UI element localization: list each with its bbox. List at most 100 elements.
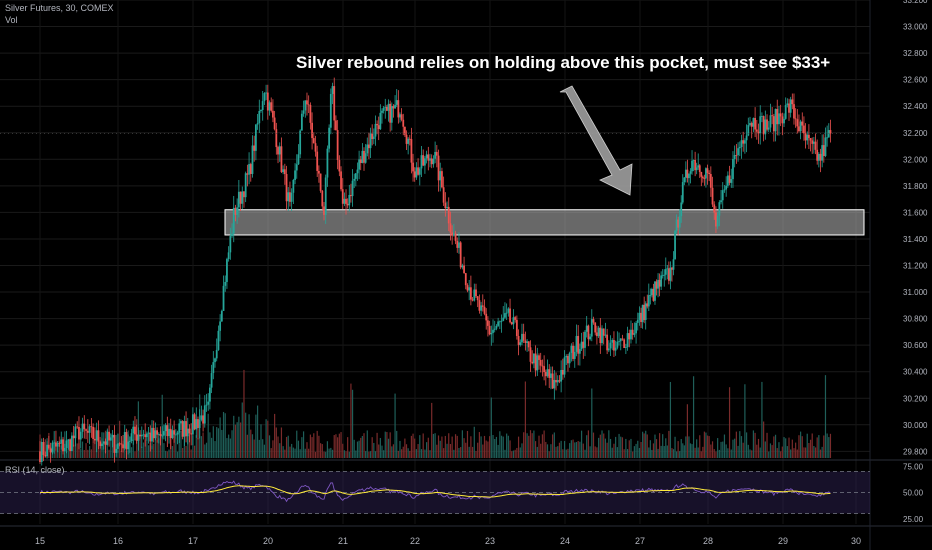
candle-body [60, 439, 63, 444]
volume-bar [258, 439, 260, 458]
candle-body [444, 202, 447, 209]
candle-body [452, 233, 455, 236]
candle-body [536, 355, 539, 371]
candle-body [636, 319, 639, 323]
candle-body [200, 415, 203, 420]
volume-bar [808, 442, 810, 458]
candle-body [219, 321, 222, 331]
volume-bar [572, 439, 574, 458]
candle-body [234, 207, 237, 215]
candle-body [570, 345, 573, 353]
candle-body [442, 187, 445, 203]
volume-bar [599, 434, 601, 458]
volume-bar [351, 389, 354, 458]
candle-body [251, 145, 254, 174]
volume-bar [253, 439, 255, 458]
volume-bar [623, 449, 625, 458]
candle-body [168, 428, 170, 437]
rsi-tick-label: 75.00 [903, 462, 924, 471]
candle-body [190, 433, 193, 435]
candle-body [597, 327, 600, 337]
candle-body [280, 146, 283, 173]
volume-bar [584, 449, 586, 458]
price-tick-label: 31.800 [903, 182, 928, 191]
candle-body [601, 328, 603, 344]
volume-bar [348, 451, 350, 458]
volume-bar [272, 440, 274, 458]
candle-body [104, 441, 107, 445]
candle-body [125, 432, 128, 450]
volume-bar [182, 448, 184, 458]
candle-body [658, 279, 661, 287]
candle-body [495, 325, 498, 329]
volume-bar [553, 432, 555, 458]
candle-body [92, 426, 95, 439]
candle-body [248, 164, 250, 175]
volume-bar [392, 444, 395, 458]
volume-bar [178, 431, 180, 458]
candle-body [641, 304, 644, 323]
volume-bar [384, 431, 386, 458]
candle-body [666, 268, 669, 270]
volume-bar [776, 448, 778, 458]
candle-body [244, 173, 247, 198]
volume-bar [156, 440, 158, 458]
volume-bar [81, 441, 84, 458]
volume-bar [586, 435, 588, 458]
volume-bar [97, 441, 100, 458]
candle-body [466, 285, 469, 291]
volume-bar [275, 427, 277, 458]
volume-bar [555, 446, 557, 458]
volume-bar [373, 442, 375, 458]
volume-bar [565, 449, 567, 458]
volume-bar [550, 444, 552, 458]
candle-body [558, 380, 561, 382]
volume-bar [314, 451, 317, 458]
candle-body [397, 100, 400, 118]
support-zone [224, 209, 865, 236]
volume-bar [751, 450, 753, 458]
candle-body [74, 426, 77, 439]
volume-bar [763, 421, 765, 458]
candle-body [650, 288, 653, 296]
candle-body [718, 202, 721, 216]
candle-body [755, 129, 758, 132]
volume-bar [811, 433, 813, 458]
volume-bar [402, 446, 404, 458]
candle-body [427, 154, 430, 161]
volume-bar [562, 449, 564, 458]
candle-body [434, 151, 437, 159]
candle-body [796, 119, 799, 127]
time-tick-label: 16 [113, 536, 123, 546]
volume-bar [480, 436, 482, 458]
candle-body [203, 405, 206, 424]
candle-body [144, 434, 147, 438]
candle-body [463, 265, 465, 274]
candle-body [275, 129, 278, 148]
candle-body [561, 370, 564, 375]
volume-bar [239, 422, 242, 458]
candle-body [350, 194, 352, 197]
volume-bar [540, 443, 542, 458]
candle-body [502, 317, 505, 321]
candle-body [531, 361, 534, 364]
volume-bar [649, 440, 651, 458]
candle-body [791, 99, 794, 105]
volume-bar [302, 431, 305, 458]
candle-body [680, 202, 683, 217]
candle-body [749, 123, 751, 126]
candle-body [698, 165, 701, 172]
volume-bar [616, 447, 618, 458]
volume-bar [363, 433, 365, 458]
volume-bar [651, 449, 653, 458]
candle-body [517, 335, 520, 345]
price-tick-label: 32.200 [903, 129, 928, 138]
volume-bar [603, 433, 605, 458]
candle-body [709, 174, 712, 188]
candle-body [44, 454, 47, 457]
candle-body [606, 334, 609, 351]
volume-bar [780, 451, 782, 458]
volume-bar [548, 451, 550, 458]
volume-bar [180, 431, 182, 458]
